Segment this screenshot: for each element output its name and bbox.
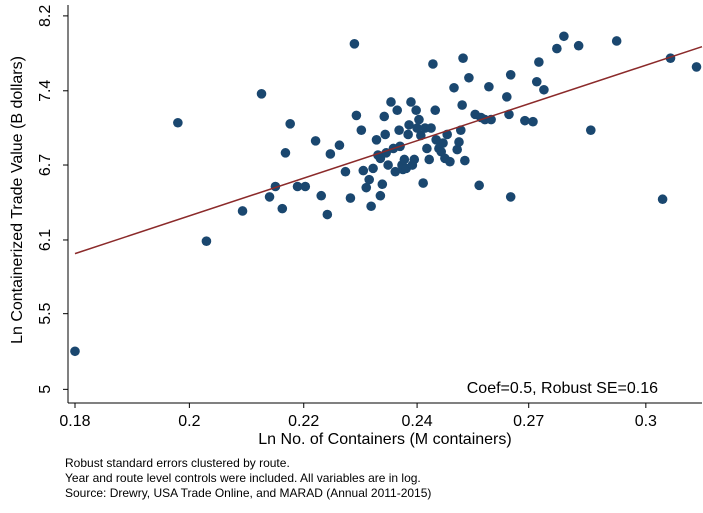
data-point [611,36,622,46]
data-point [422,143,432,154]
x-tick-label: 0.2 [178,413,200,430]
y-tick-label: 7.4 [37,80,54,102]
data-point [484,81,494,92]
x-tick-label: 0.27 [513,413,544,430]
data-point [351,110,362,121]
data-point [379,111,390,122]
data-point [316,190,327,201]
data-point [356,125,367,135]
data-point [394,125,404,135]
data-point [366,201,376,212]
data-point [412,123,422,133]
data-point [264,192,275,202]
data-point [399,154,410,165]
data-point [392,105,403,116]
data-point [375,190,386,201]
data-point [534,57,544,67]
data-point [418,178,428,188]
data-point [559,31,569,42]
data-point [539,84,549,95]
data-point [349,39,360,49]
data-point [310,136,321,146]
data-point [452,144,462,155]
data-point [445,156,455,167]
x-axis-label: Ln No. of Containers (M containers) [258,431,511,448]
y-axis-label: Ln Containerized Trade Value (B dollars) [9,56,26,344]
data-point [237,206,248,216]
data-point [460,155,470,166]
data-point [256,89,267,99]
x-tick-label: 0.3 [635,413,657,430]
data-point [502,92,512,102]
y-tick-label: 5 [37,385,54,394]
data-point [457,100,467,110]
data-point [361,182,372,193]
data-point [438,138,448,148]
data-point [364,174,374,185]
data-point [383,160,393,170]
data-point [345,193,356,203]
data-point [358,165,369,176]
data-point [531,76,542,87]
data-point [403,129,413,140]
data-point [280,148,291,158]
data-point [201,236,212,247]
y-tick-label: 5.5 [37,302,54,324]
data-point [368,163,378,174]
data-point [409,154,420,165]
data-point [520,115,530,126]
data-point [428,59,438,69]
note: Year and route level controls were inclu… [65,471,421,485]
y-tick-label: 8.2 [37,5,54,27]
data-point [334,140,345,151]
x-tick-label: 0.24 [402,413,433,430]
annotation: Coef=0.5, Robust SE=0.16 [467,380,658,397]
data-point [430,105,441,116]
data-point [377,179,388,190]
x-tick-label: 0.18 [59,413,90,430]
data-point [504,109,514,120]
note: Source: Drewry, USA Trade Online, and MA… [65,486,431,500]
data-point [285,119,295,129]
data-point [380,129,391,140]
y-tick-label: 6.7 [37,154,54,176]
data-point [300,181,311,192]
data-point [585,125,596,135]
data-point [464,72,474,83]
data-point [528,116,538,127]
data-point [406,97,416,107]
data-point [173,117,183,128]
data-point [340,166,351,177]
data-point [505,192,516,202]
data-point [424,154,435,165]
data-point [386,97,396,107]
data-point [458,53,468,63]
data-point [657,194,668,205]
data-point [371,135,382,145]
x-tick-label: 0.22 [288,413,319,430]
data-point [552,43,562,54]
y-tick-label: 6.1 [37,229,54,251]
data-point [390,166,401,177]
data-point [404,120,414,130]
data-point [414,114,424,125]
data-point [449,82,459,93]
data-point [411,105,421,116]
data-point [474,180,484,191]
data-point [454,137,464,147]
data-point [325,149,336,159]
data-point [292,181,303,192]
data-point [505,70,516,80]
note: Robust standard errors clustered by rout… [65,456,290,470]
data-point [322,209,333,220]
data-point [70,346,80,357]
fit-line [74,45,703,255]
data-point [426,123,436,133]
data-point [691,62,702,72]
data-point [277,203,288,214]
data-point [573,40,584,51]
